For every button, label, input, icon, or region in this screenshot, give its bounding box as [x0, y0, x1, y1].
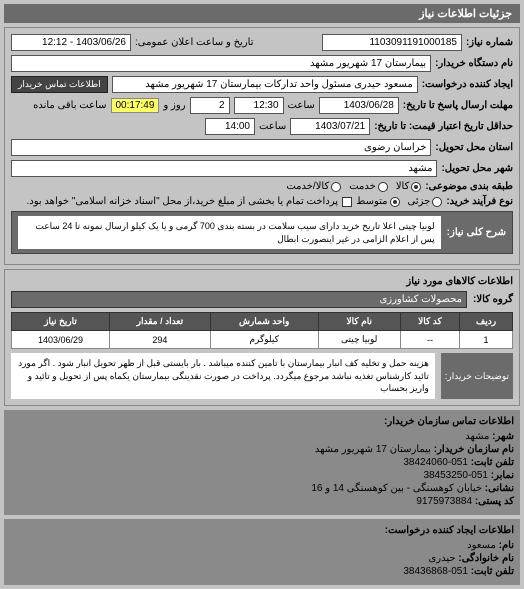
title-text: لوبیا چیتی اعلا تاریخ خرید دارای سیب سلا…	[18, 216, 441, 249]
radio-mid[interactable]	[390, 197, 400, 207]
goods-section-title: اطلاعات کالاهای مورد نیاز	[11, 276, 513, 287]
radio-goods-label: کالا	[396, 181, 410, 192]
class-label: طبقه بندی موضوعی:	[425, 181, 513, 192]
creator-contact-header: اطلاعات ایجاد کننده درخواست:	[10, 525, 514, 536]
creator-label: ایجاد کننده درخواست:	[422, 79, 513, 90]
th-1: کد کالا	[400, 313, 459, 331]
c2-lname: حیدری	[428, 553, 455, 564]
th-0: ردیف	[460, 313, 513, 331]
c1-org-label: نام سازمان خریدار:	[434, 444, 514, 455]
header-title: جزئیات اطلاعات نیاز	[419, 8, 512, 20]
radio-service[interactable]	[378, 182, 388, 192]
public-date-label: تاریخ و ساعت اعلان عمومی:	[135, 37, 254, 48]
group-label: گروه کالا:	[473, 294, 513, 305]
th-3: واحد شمارش	[210, 313, 318, 331]
radio-service-label: خدمت	[349, 181, 376, 192]
desc-text: هزینه حمل و تخلیه کف انبار بیمارستان با …	[11, 353, 435, 399]
process-radio-group: جزئی متوسط	[356, 196, 442, 207]
city: مشهد	[11, 160, 437, 177]
price-deadline-label: حداقل تاریخ اعتبار قیمت: تا تاریخ:	[374, 121, 513, 132]
province-label: استان محل تحویل:	[435, 142, 513, 153]
c2-fname: مسعود	[467, 540, 496, 551]
td-0: 1	[460, 331, 513, 349]
radio-goods[interactable]	[411, 182, 421, 192]
req-number: 1103091191000185	[322, 34, 462, 51]
c2-tel: 051-38436868	[403, 566, 468, 577]
city-label: شهر محل تحویل:	[441, 163, 513, 174]
price-time: 14:00	[205, 118, 255, 135]
c1-tel-label: تلفن ثابت:	[471, 457, 514, 468]
goods-section: اطلاعات کالاهای مورد نیاز گروه کالا: محص…	[4, 269, 520, 406]
deadline-label: مهلت ارسال پاسخ تا تاریخ:	[403, 100, 513, 111]
remaining-label: ساعت باقی مانده	[33, 100, 106, 111]
payment-checkbox[interactable]	[342, 197, 352, 207]
c1-city-label: شهر:	[492, 431, 514, 442]
buyer-org-label: نام دستگاه خریدار:	[435, 58, 513, 69]
creator: مسعود حیدری مسئول واحد تدارکات بیمارستان…	[112, 76, 418, 93]
group-value: محصولات کشاورزی	[11, 291, 467, 308]
process-label: نوع فرآیند خرید:	[446, 196, 513, 207]
buyer-org: بیمارستان 17 شهریور مشهد	[11, 55, 431, 72]
desc-block: توضیحات خریدار: هزینه حمل و تخلیه کف انب…	[11, 353, 513, 399]
c1-post: 9175973884	[416, 496, 472, 507]
c1-city: مشهد	[465, 431, 489, 442]
c2-lname-label: نام خانوادگی:	[458, 553, 514, 564]
th-2: نام کالا	[318, 313, 400, 331]
title-row: شرح کلی نیاز: لوبیا چیتی اعلا تاریخ خرید…	[11, 211, 513, 254]
c1-fax-label: نمابر:	[491, 470, 514, 481]
goods-table: ردیف کد کالا نام کالا واحد شمارش تعداد /…	[11, 312, 513, 349]
radio-both[interactable]	[331, 182, 341, 192]
radio-low[interactable]	[432, 197, 442, 207]
td-1: --	[400, 331, 459, 349]
radio-low-label: جزئی	[408, 196, 431, 207]
c1-addr-label: نشانی:	[485, 483, 514, 494]
c1-post-label: کد پستی:	[475, 496, 514, 507]
radio-mid-label: متوسط	[356, 196, 387, 207]
days-label: روز و	[163, 100, 185, 111]
days-left: 2	[190, 97, 230, 114]
title-label: شرح کلی نیاز:	[447, 227, 506, 238]
page-header: جزئیات اطلاعات نیاز	[4, 4, 520, 23]
c2-tel-label: تلفن ثابت:	[471, 566, 514, 577]
payment-note: پرداخت تمام یا بخشی از مبلغ خرید،از محل …	[26, 196, 338, 207]
req-number-label: شماره نیاز:	[466, 37, 513, 48]
deadline-date: 1403/06/28	[319, 97, 399, 114]
th-5: تاریخ نیاز	[12, 313, 110, 331]
td-2: لوبیا چیتی	[318, 331, 400, 349]
c2-fname-label: نام:	[499, 540, 514, 551]
time-label-1: ساعت	[288, 100, 315, 111]
table-row: 1 -- لوبیا چیتی کیلوگرم 294 1403/06/29	[12, 331, 513, 349]
creator-contact-section: اطلاعات ایجاد کننده درخواست: نام: مسعود …	[4, 519, 520, 585]
time-left: 00:17:49	[111, 98, 160, 113]
c1-tel: 051-38424060	[403, 457, 468, 468]
class-radio-group: کالا خدمت کالا/خدمت	[286, 181, 421, 192]
radio-both-label: کالا/خدمت	[286, 181, 329, 192]
td-3: کیلوگرم	[210, 331, 318, 349]
buyer-contact-section: اطلاعات تماس سازمان خریدار: شهر: مشهد نا…	[4, 410, 520, 515]
table-header-row: ردیف کد کالا نام کالا واحد شمارش تعداد /…	[12, 313, 513, 331]
deadline-time: 12:30	[234, 97, 284, 114]
th-4: تعداد / مقدار	[110, 313, 211, 331]
time-label-2: ساعت	[259, 121, 286, 132]
c1-addr: خیابان کوهسنگی - بین کوهسنگی 14 و 16	[311, 483, 482, 494]
desc-label: توضیحات خریدار:	[441, 353, 513, 399]
c1-org: بیمارستان 17 شهریور مشهد	[315, 444, 431, 455]
buyer-contact-header: اطلاعات تماس سازمان خریدار:	[10, 416, 514, 427]
td-4: 294	[110, 331, 211, 349]
contact-buyer-button[interactable]: اطلاعات تماس خریدار	[11, 76, 108, 93]
c1-fax: 051-38453250	[423, 470, 488, 481]
td-5: 1403/06/29	[12, 331, 110, 349]
price-deadline: 1403/07/21	[290, 118, 370, 135]
public-date: 1403/06/26 - 12:12	[11, 34, 131, 51]
request-info-section: شماره نیاز: 1103091191000185 تاریخ و ساع…	[4, 27, 520, 265]
province: خراسان رضوی	[11, 139, 431, 156]
